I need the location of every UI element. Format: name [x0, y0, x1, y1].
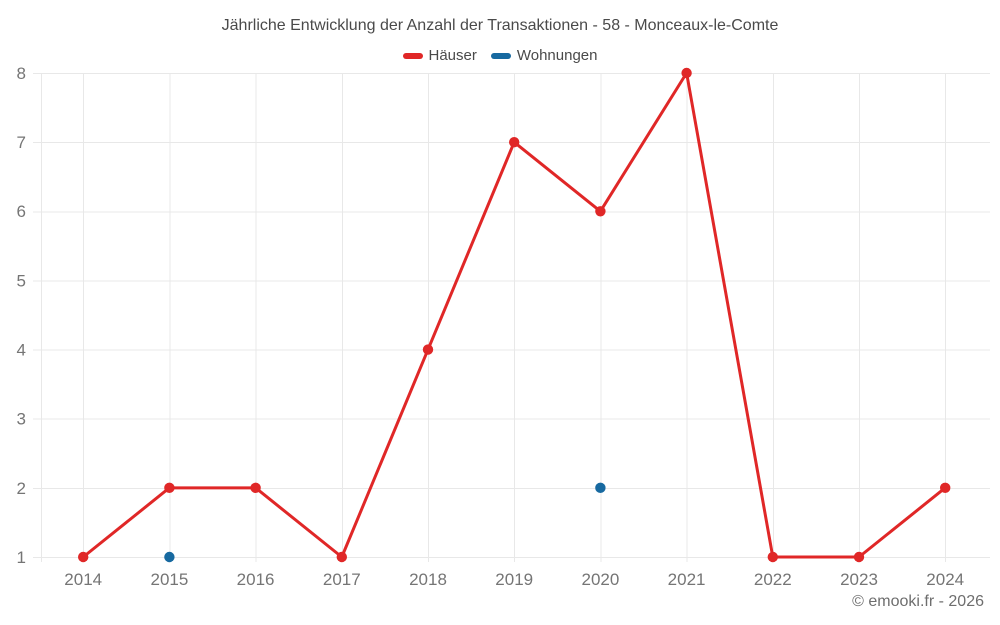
y-tick-label: 2: [17, 479, 26, 498]
data-point-hauser[interactable]: [422, 344, 434, 355]
x-tick-label: 2016: [237, 570, 275, 589]
x-tick-label: 2019: [495, 570, 533, 589]
data-point-wohnungen[interactable]: [595, 482, 606, 494]
legend-swatch-wohnungen: [490, 52, 511, 59]
y-tick-label: 8: [17, 64, 26, 83]
data-point-hauser[interactable]: [595, 206, 606, 217]
chart-legend: Häuser Wohnungen: [0, 47, 1000, 64]
legend-label: Häuser: [428, 47, 477, 64]
data-point-hauser[interactable]: [509, 136, 520, 148]
y-tick-label: 3: [17, 410, 26, 429]
legend-item-wohnungen[interactable]: Wohnungen: [490, 47, 598, 64]
x-tick-label: 2022: [754, 570, 792, 589]
y-tick-label: 1: [17, 548, 26, 567]
x-tick-label: 2021: [668, 570, 706, 589]
y-tick-label: 7: [17, 133, 26, 152]
y-tick-label: 4: [17, 341, 26, 360]
y-tick-label: 6: [17, 202, 26, 221]
x-tick-label: 2018: [409, 570, 447, 589]
data-point-hauser[interactable]: [250, 482, 261, 494]
chart-title: Jährliche Entwicklung der Anzahl der Tra…: [221, 17, 779, 34]
legend-item-hauser[interactable]: Häuser: [402, 47, 477, 64]
legend-swatch-hauser: [402, 52, 423, 59]
legend-label: Wohnungen: [516, 47, 598, 64]
data-point-hauser[interactable]: [681, 67, 692, 79]
x-tick-label: 2020: [581, 570, 619, 589]
data-point-hauser[interactable]: [767, 551, 778, 563]
data-point-hauser[interactable]: [336, 551, 347, 563]
x-tick-label: 2014: [64, 570, 102, 589]
data-point-hauser[interactable]: [78, 551, 89, 563]
copyright-footer: © emooki.fr - 2026: [852, 593, 984, 610]
data-point-wohnungen[interactable]: [164, 551, 175, 563]
x-tick-label: 2023: [840, 570, 878, 589]
x-tick-label: 2017: [323, 570, 361, 589]
x-tick-label: 2015: [150, 570, 188, 589]
y-tick-label: 5: [17, 271, 26, 290]
x-tick-label: 2024: [926, 570, 964, 589]
data-point-hauser[interactable]: [164, 482, 175, 494]
data-point-hauser[interactable]: [940, 482, 951, 494]
data-point-hauser[interactable]: [853, 551, 865, 563]
